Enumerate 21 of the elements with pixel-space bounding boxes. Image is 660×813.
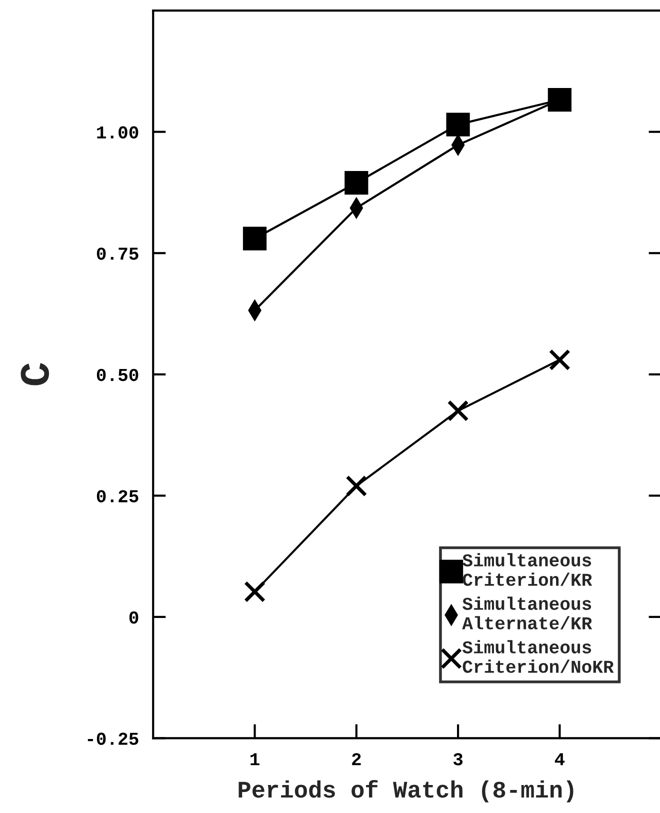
y-tick-label: 0.25: [96, 490, 138, 502]
point: [446, 112, 470, 136]
y-axis-title: C: [20, 363, 50, 386]
point: [244, 580, 266, 602]
y-tick-label: 0: [129, 611, 138, 624]
x-tick-label: 3: [453, 753, 463, 766]
y-tick-label: -0.25: [88, 732, 138, 745]
x-axis-title: Periods of Watch (8-min): [238, 780, 574, 802]
x-tick-label: 1: [250, 753, 260, 766]
y-tick-label: 0.50: [96, 368, 138, 382]
legend-label: Simultaneous Criterion/NoKR: [462, 640, 614, 673]
y-tick-label: 0.75: [96, 248, 138, 260]
point: [548, 349, 570, 371]
y-tick-label: 1.00: [97, 126, 138, 139]
x-tick-label: 4: [554, 753, 565, 766]
point: [242, 226, 267, 250]
point: [344, 170, 368, 195]
point: [346, 475, 368, 497]
x-tick-label: 2: [352, 753, 361, 766]
point: [447, 400, 469, 422]
legend-label: Simultaneous Alternate/KR: [462, 596, 592, 630]
